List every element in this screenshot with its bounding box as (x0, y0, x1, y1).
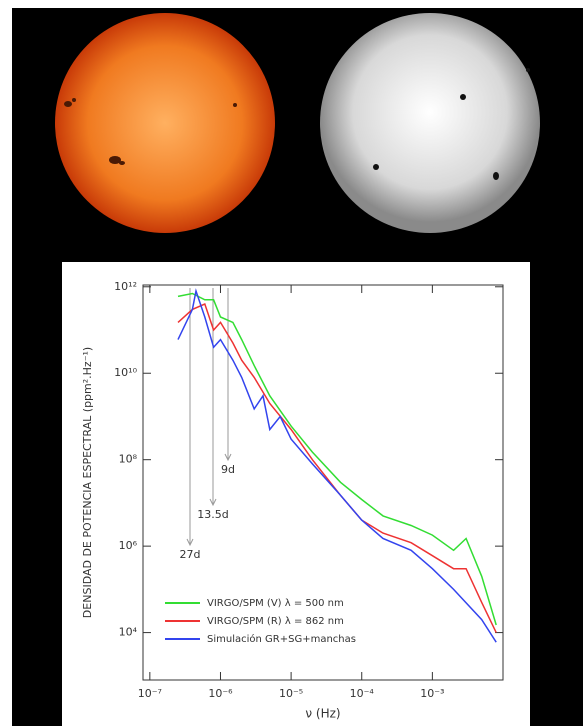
x-tick-label: 10⁻⁴ (350, 687, 375, 700)
legend-label: VIRGO/SPM (R) λ = 862 nm (207, 616, 344, 627)
y-tick-label: 10¹² (114, 280, 137, 293)
series-line (177, 288, 497, 643)
legend-label: VIRGO/SPM (V) λ = 500 nm (207, 598, 344, 609)
arrow-head (186, 538, 194, 547)
y-axis-label: DENSIDAD DE POTENCIA ESPECTRAL (ppm².Hz⁻… (81, 347, 94, 618)
chart: 10⁻⁷ 10⁻⁶ 10⁻⁵ 10⁻⁴ 10⁻³ 10⁴ 10⁶ 10⁸ 10¹⁰ 10¹² ν (… (81, 280, 504, 721)
sun-image-gray (320, 13, 540, 233)
series-line (177, 292, 497, 626)
sun-image-color (55, 13, 275, 233)
y-tick-label: 10¹⁰ (114, 366, 137, 379)
legend-label: Simulación GR+SG+manchas (207, 633, 356, 645)
chart-panel (62, 262, 530, 726)
y-tick-label: 10⁴ (119, 626, 138, 639)
plot-frame (142, 284, 504, 681)
annotation-label: 13.5d (197, 508, 228, 521)
series-line (177, 302, 497, 633)
sunspots-gray (373, 68, 530, 180)
x-tick-label: 10⁻³ (420, 687, 444, 700)
arrow-head (224, 453, 232, 462)
annotation-label: 27d (180, 548, 201, 561)
y-tick-label: 10⁸ (119, 453, 138, 466)
y-tick-label: 10⁶ (119, 539, 138, 552)
annotation-label: 9d (221, 463, 235, 476)
arrow-head (209, 498, 217, 507)
sunspots (64, 98, 237, 165)
x-tick-label: 10⁻⁷ (138, 687, 162, 700)
x-axis-label: ν (Hz) (305, 707, 340, 721)
x-tick-label: 10⁻⁶ (208, 687, 233, 700)
x-tick-label: 10⁻⁵ (279, 687, 303, 700)
